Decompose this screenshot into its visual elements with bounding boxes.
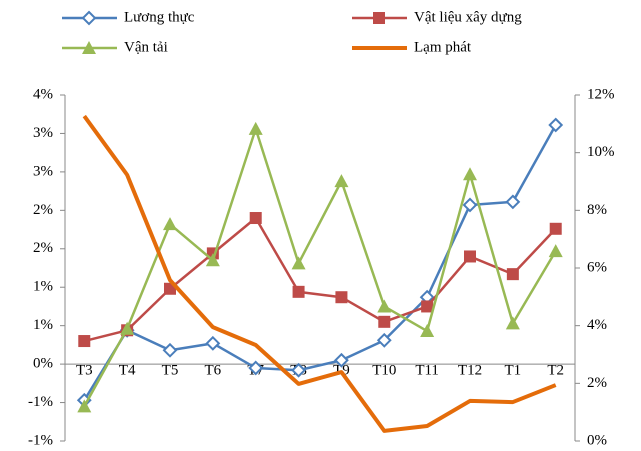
- y2-tick-label: 10%: [587, 144, 615, 160]
- y-tick-label: 1%: [33, 279, 53, 295]
- x-tick-label: T11: [415, 363, 439, 379]
- marker: [549, 222, 562, 235]
- y2-tick-label: 0%: [587, 432, 607, 448]
- marker: [548, 117, 564, 133]
- marker: [205, 253, 220, 267]
- x-tick-label: T4: [119, 363, 136, 379]
- y-tick-label: -1%: [28, 394, 53, 410]
- y-tick-label: -1%: [28, 432, 53, 448]
- marker: [82, 41, 96, 54]
- marker: [373, 12, 385, 24]
- marker: [291, 362, 306, 378]
- legend-label: Lương thực: [124, 9, 195, 25]
- marker: [548, 244, 563, 258]
- marker: [120, 321, 135, 335]
- marker: [506, 268, 519, 281]
- x-tick-label: T6: [205, 363, 222, 379]
- marker: [464, 250, 476, 263]
- y2-tick-label: 12%: [587, 86, 615, 102]
- marker: [462, 197, 478, 213]
- x-tick-label: T1: [505, 363, 522, 379]
- legend-label: Lạm phát: [414, 39, 472, 55]
- marker: [376, 332, 392, 348]
- y-tick-label: 0%: [33, 356, 53, 372]
- marker: [78, 335, 91, 348]
- marker: [205, 335, 221, 351]
- y-tick-label: 3%: [33, 125, 53, 141]
- series-line: [83, 127, 557, 408]
- legend-label: Vận tải: [124, 39, 168, 55]
- series-line: [82, 114, 557, 433]
- x-tick-label: T3: [76, 363, 93, 379]
- series-line: [83, 216, 557, 343]
- y2-tick-label: 6%: [587, 259, 607, 275]
- marker: [378, 315, 391, 328]
- marker: [249, 212, 262, 225]
- marker: [463, 167, 477, 181]
- marker: [248, 360, 264, 376]
- marker: [81, 10, 97, 26]
- marker: [77, 399, 92, 413]
- y-tick-label: 4%: [33, 86, 53, 102]
- series-line: [83, 124, 557, 401]
- y-tick-label: 1%: [33, 317, 53, 333]
- y-tick-label: 2%: [33, 240, 53, 256]
- y-tick-label: 3%: [33, 163, 53, 179]
- x-tick-label: T10: [372, 363, 396, 379]
- legend-label: Vật liệu xây dựng: [414, 9, 522, 25]
- y2-tick-label: 4%: [587, 317, 607, 333]
- marker: [248, 121, 263, 135]
- y2-tick-label: 2%: [587, 375, 607, 391]
- marker: [334, 352, 349, 368]
- marker: [291, 256, 306, 270]
- x-tick-label: T2: [547, 363, 564, 379]
- marker: [335, 291, 348, 304]
- x-tick-label: T12: [458, 363, 482, 379]
- marker: [292, 285, 305, 298]
- y-tick-label: 2%: [33, 202, 53, 218]
- x-tick-label: T5: [162, 363, 179, 379]
- marker: [505, 194, 521, 210]
- marker: [163, 217, 177, 231]
- marker: [420, 324, 435, 338]
- marker: [162, 342, 178, 358]
- y2-tick-label: 8%: [587, 202, 607, 218]
- marker: [421, 300, 434, 313]
- marker: [377, 299, 392, 313]
- marker: [334, 174, 349, 188]
- marker: [505, 316, 520, 330]
